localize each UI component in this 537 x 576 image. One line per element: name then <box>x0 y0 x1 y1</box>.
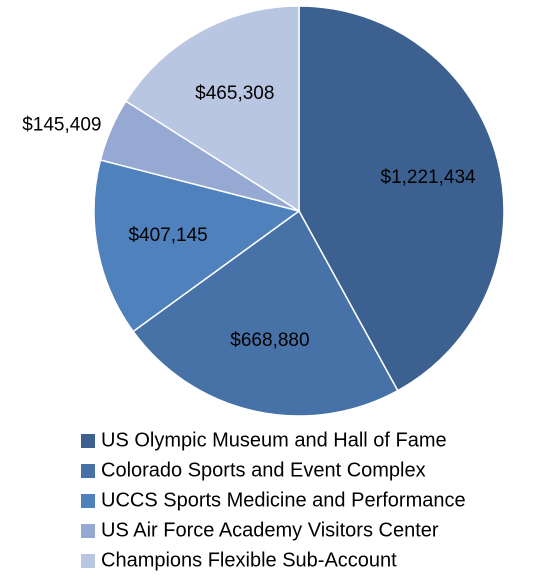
pie-slice <box>298 5 505 392</box>
data-label: $407,145 <box>128 225 207 246</box>
legend-swatch <box>81 554 95 568</box>
pie-slice <box>93 159 301 333</box>
legend-label: Colorado Sports and Event Complex <box>101 459 426 481</box>
data-label: $668,880 <box>230 330 309 351</box>
pie-slice <box>132 209 399 417</box>
legend-label: US Air Force Academy Visitors Center <box>101 519 439 541</box>
data-label: $1,221,434 <box>381 167 477 188</box>
data-label: $465,308 <box>195 83 274 104</box>
legend-label: US Olympic Museum and Hall of Fame <box>101 429 447 451</box>
legend-swatch <box>81 434 95 448</box>
legend-swatch <box>81 524 95 538</box>
data-label: $145,409 <box>22 115 101 136</box>
legend-swatch <box>81 494 95 508</box>
legend-swatch <box>81 464 95 478</box>
legend-label: UCCS Sports Medicine and Performance <box>101 489 466 511</box>
pie-slice <box>124 5 300 213</box>
legend-label: Champions Flexible Sub-Account <box>101 549 397 571</box>
